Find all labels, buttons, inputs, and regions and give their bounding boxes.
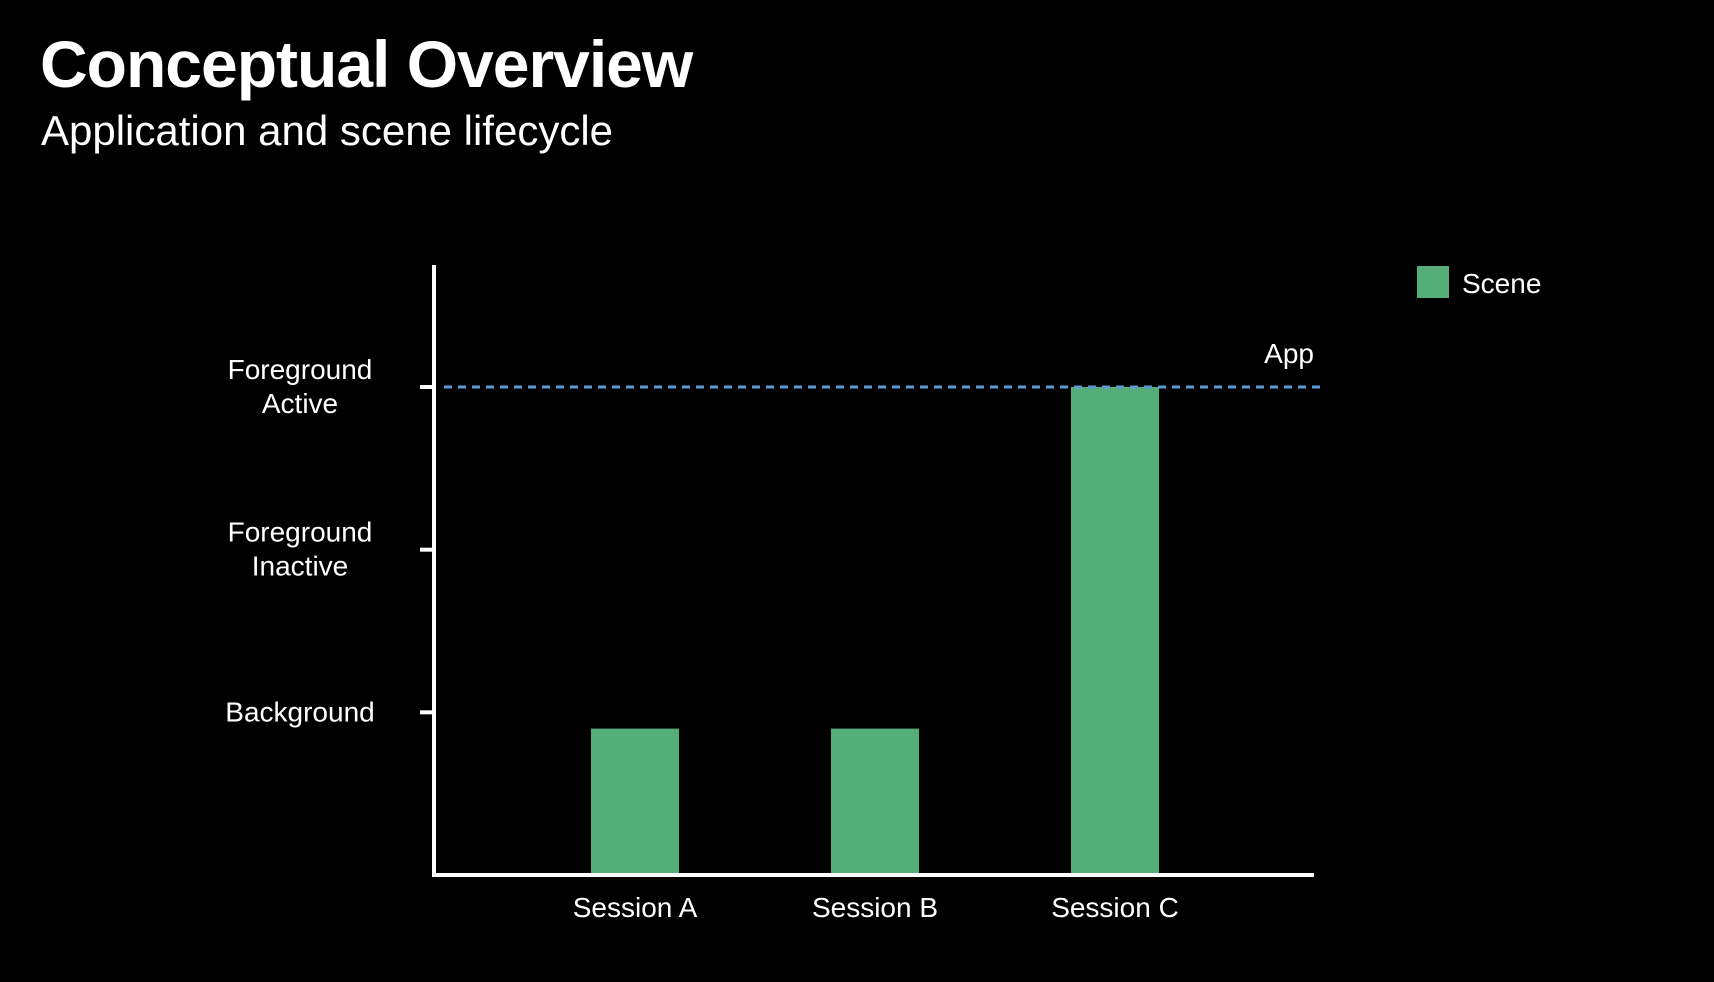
bar-session-c — [1071, 387, 1159, 875]
y-tick-label-foreground-active: Foreground Active — [228, 354, 373, 419]
slide-subtitle: Application and scene lifecycle — [41, 107, 614, 154]
x-labels-group: Session A Session B Session C — [573, 892, 1179, 923]
legend-swatch-scene — [1417, 266, 1449, 298]
y-tick-label-background: Background — [225, 696, 374, 727]
x-label-session-b: Session B — [812, 892, 938, 923]
bars-group — [591, 387, 1159, 875]
y-tick-label-foreground-inactive: Foreground Inactive — [228, 517, 373, 582]
legend: Scene — [1417, 266, 1541, 299]
reference-line-group: App — [444, 338, 1320, 389]
bar-session-a — [591, 728, 679, 875]
axes-group — [432, 265, 1314, 877]
app-reference-label: App — [1264, 338, 1314, 369]
legend-label-scene: Scene — [1462, 268, 1541, 299]
bar-session-b — [831, 728, 919, 875]
slide-title: Conceptual Overview — [40, 27, 693, 101]
y-ticks-group: Background Foreground Inactive Foreground Ac… — [225, 354, 434, 727]
x-label-session-c: Session C — [1051, 892, 1179, 923]
x-label-session-a: Session A — [573, 892, 698, 923]
